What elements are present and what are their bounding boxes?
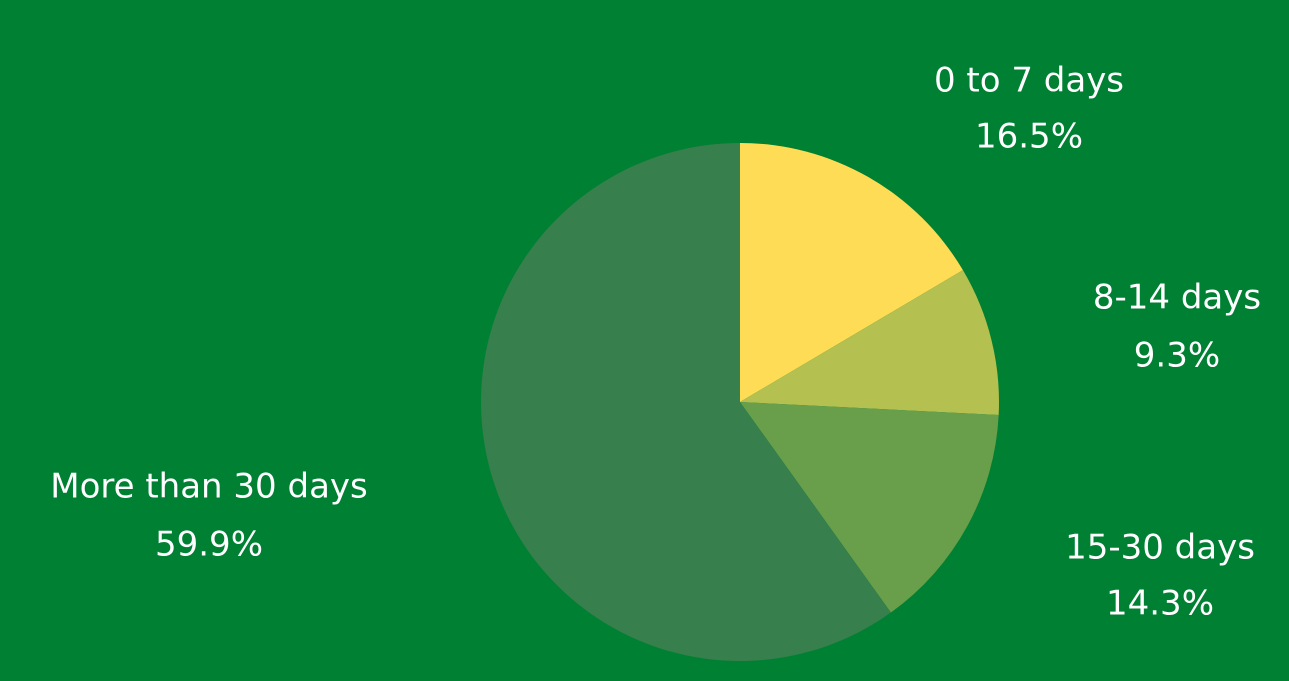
slice-label-2: 15-30 days xyxy=(1065,528,1255,568)
slice-label-0: 0 to 7 days xyxy=(934,61,1124,101)
pie-slice-3 xyxy=(481,143,891,662)
pie-slice-1 xyxy=(740,270,999,416)
slice-value-label-1: 9.3% xyxy=(1134,336,1220,376)
slice-label-1: 8-14 days xyxy=(1093,278,1261,318)
pie-slice-0 xyxy=(740,143,963,402)
slice-value-label-0: 16.5% xyxy=(975,117,1083,157)
pie-slice-2 xyxy=(740,402,999,613)
pie-labels: 0 to 7 days 16.5% 8-14 days 9.3% 15-30 days 1… xyxy=(50,61,1261,624)
slice-value-label-3: 59.9% xyxy=(155,525,263,565)
pie-slices xyxy=(481,143,999,662)
slice-label-3: More than 30 days xyxy=(50,467,368,507)
slice-value-label-2: 14.3% xyxy=(1106,584,1214,624)
